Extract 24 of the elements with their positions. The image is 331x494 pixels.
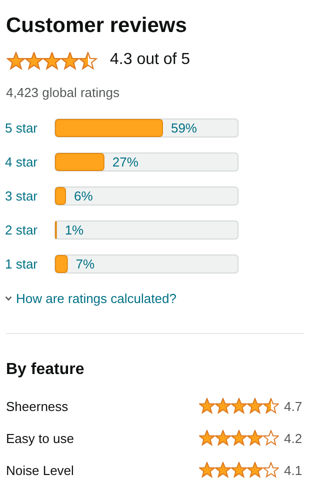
bar bbox=[55, 187, 66, 205]
data-label: 6% bbox=[74, 188, 94, 204]
chart-title: Customer reviews bbox=[6, 14, 187, 38]
y-tick-label: 1 star bbox=[5, 256, 38, 272]
bar bbox=[55, 255, 68, 273]
text: By feature bbox=[6, 361, 84, 379]
y-tick-label: 5 star bbox=[5, 120, 38, 136]
data-label: 4.1 bbox=[284, 463, 302, 478]
data-label: 59% bbox=[170, 120, 198, 136]
category-label: Sheerness bbox=[6, 399, 68, 414]
bar bbox=[55, 153, 104, 171]
text: 4.3 out of 5 bbox=[110, 51, 190, 69]
y-tick-label: 2 star bbox=[5, 222, 38, 238]
category-label: Noise Level bbox=[6, 463, 74, 478]
data-label: 7% bbox=[76, 256, 96, 272]
text: How are ratings calculated? bbox=[16, 291, 176, 306]
data-label: 27% bbox=[112, 154, 139, 170]
data-label: 4.2 bbox=[284, 431, 302, 446]
y-tick-label: 4 star bbox=[5, 154, 38, 170]
data-label: 1% bbox=[64, 222, 84, 238]
chart-subtitle: 4,423 global ratings bbox=[6, 85, 120, 100]
category-label: Easy to use bbox=[6, 431, 74, 446]
data-label: 4.7 bbox=[284, 399, 302, 414]
y-tick-label: 3 star bbox=[5, 188, 38, 204]
